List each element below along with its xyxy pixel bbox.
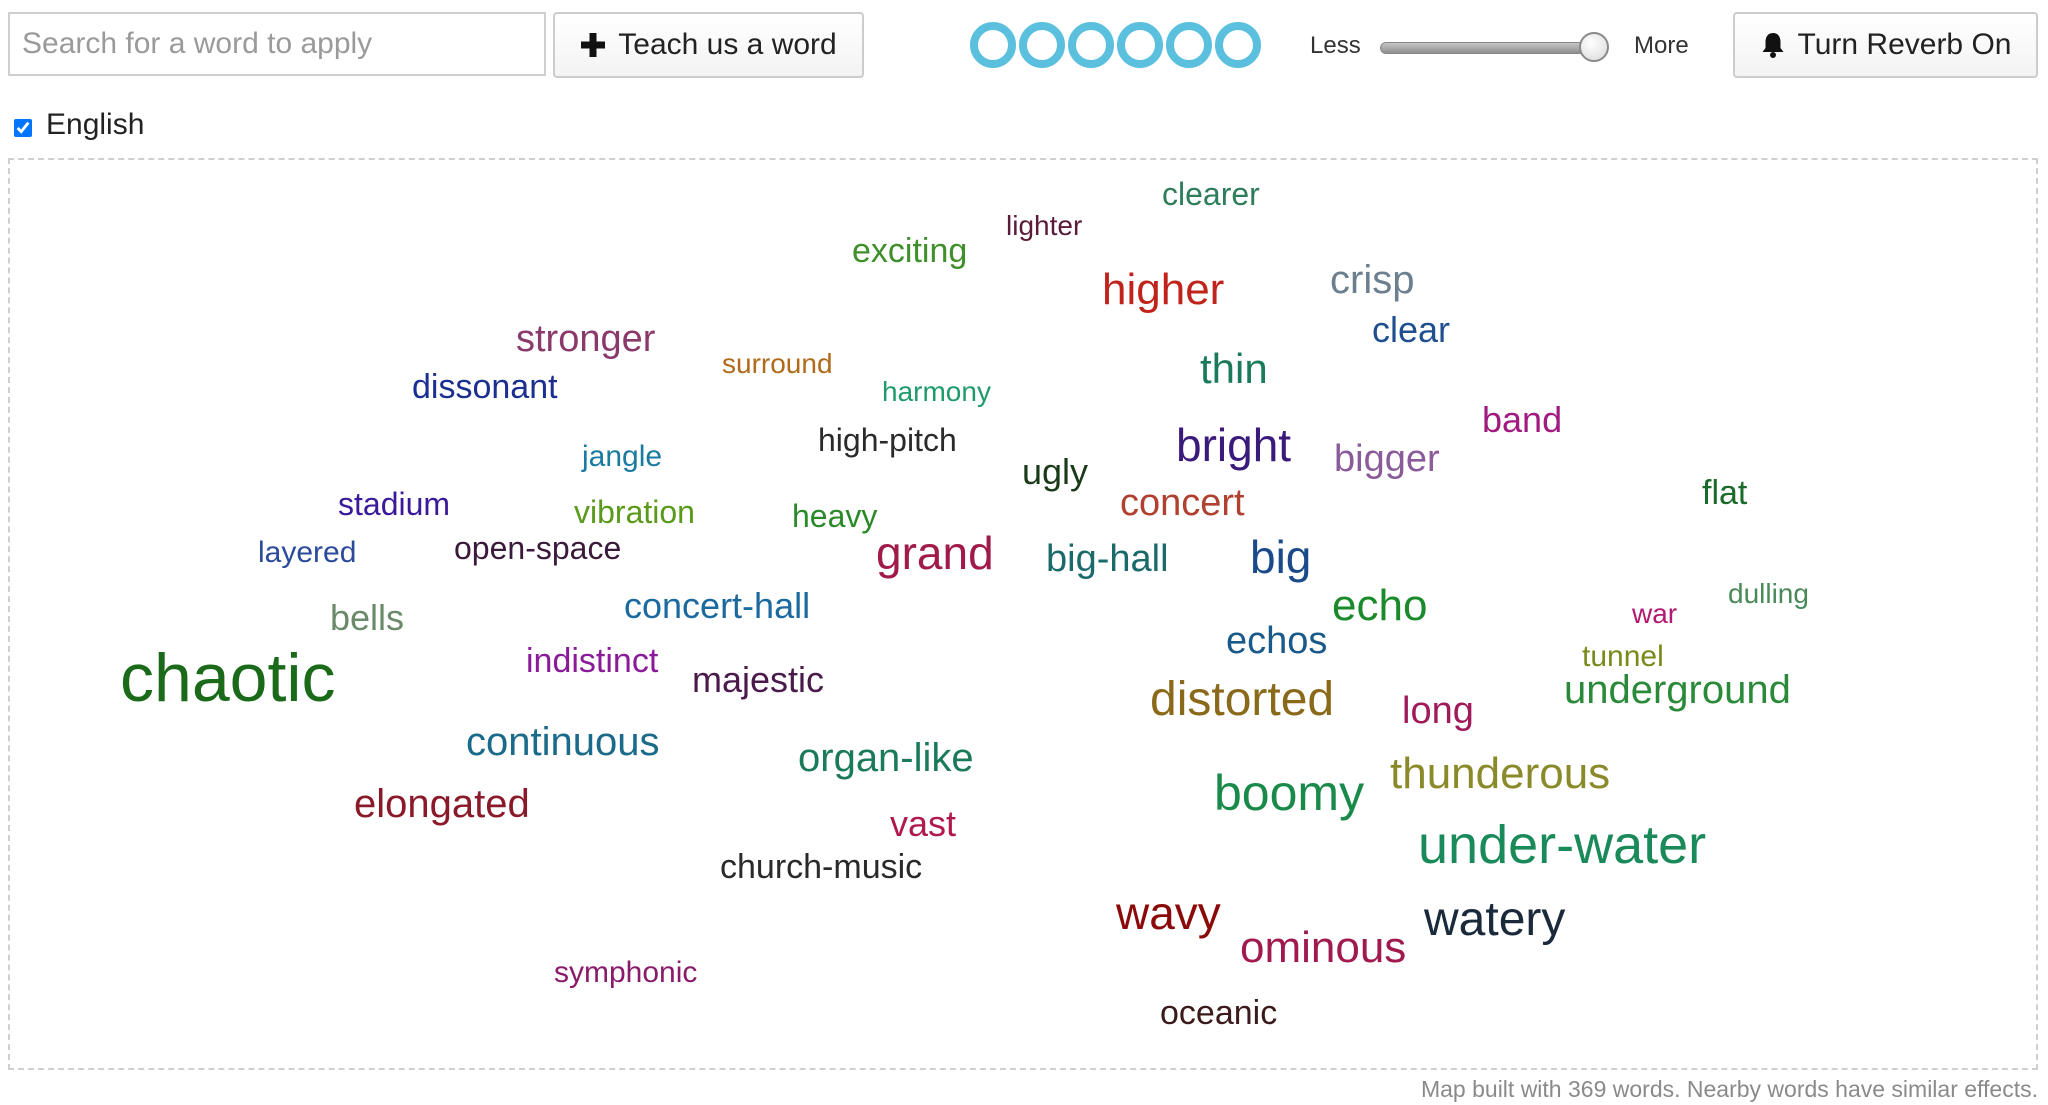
- map-word[interactable]: distorted: [1150, 673, 1335, 726]
- map-word[interactable]: high-pitch: [818, 422, 957, 458]
- language-filter[interactable]: English: [14, 108, 144, 142]
- map-word[interactable]: bells: [330, 597, 405, 638]
- search-input[interactable]: [8, 12, 546, 76]
- loading-rings: [970, 22, 1261, 68]
- map-word[interactable]: war: [1632, 598, 1678, 629]
- map-word[interactable]: chaotic: [120, 640, 336, 716]
- map-word[interactable]: oceanic: [1160, 994, 1278, 1032]
- map-word[interactable]: clearer: [1162, 176, 1260, 212]
- map-word[interactable]: exciting: [852, 232, 968, 270]
- map-word[interactable]: dulling: [1728, 578, 1809, 609]
- map-word[interactable]: crisp: [1330, 258, 1415, 302]
- map-word[interactable]: echo: [1332, 581, 1428, 630]
- map-word[interactable]: layered: [258, 536, 357, 569]
- map-word[interactable]: big-hall: [1046, 538, 1169, 580]
- map-word[interactable]: dissonant: [412, 368, 558, 406]
- map-word[interactable]: watery: [1424, 893, 1566, 946]
- map-word[interactable]: vibration: [574, 494, 695, 530]
- map-word[interactable]: wavy: [1116, 887, 1221, 939]
- map-footnote: Map built with 369 words. Nearby words h…: [1420, 1076, 2038, 1102]
- word-map: clearer lighter exciting higher crisp cl…: [8, 158, 2038, 1070]
- reverb-toggle-button[interactable]: Turn Reverb On: [1733, 12, 2038, 78]
- map-word[interactable]: stronger: [516, 318, 656, 360]
- teach-word-button[interactable]: Teach us a word: [553, 12, 864, 78]
- map-word[interactable]: lighter: [1006, 210, 1083, 241]
- map-word[interactable]: flat: [1702, 474, 1748, 512]
- loading-ring: [1215, 22, 1261, 68]
- english-checkbox[interactable]: [14, 119, 32, 137]
- map-word[interactable]: thunderous: [1390, 749, 1611, 798]
- map-word[interactable]: thin: [1200, 345, 1268, 392]
- map-word[interactable]: stadium: [338, 486, 451, 522]
- map-word[interactable]: grand: [876, 527, 994, 579]
- map-word[interactable]: big: [1250, 531, 1312, 583]
- loading-ring: [1166, 22, 1212, 68]
- map-word[interactable]: symphonic: [554, 956, 698, 989]
- map-word[interactable]: band: [1482, 399, 1563, 440]
- map-word[interactable]: indistinct: [526, 642, 659, 680]
- map-word[interactable]: elongated: [354, 782, 530, 826]
- map-word[interactable]: echos: [1226, 620, 1328, 662]
- map-word[interactable]: bigger: [1334, 438, 1440, 480]
- map-word[interactable]: clear: [1372, 309, 1451, 350]
- map-word[interactable]: concert: [1120, 482, 1245, 524]
- map-word[interactable]: harmony: [882, 376, 991, 407]
- map-word[interactable]: concert-hall: [624, 585, 811, 626]
- slider-track[interactable]: [1380, 42, 1604, 54]
- map-word[interactable]: boomy: [1214, 765, 1365, 821]
- loading-ring: [1019, 22, 1065, 68]
- map-word[interactable]: long: [1402, 690, 1474, 732]
- map-word[interactable]: continuous: [466, 720, 660, 764]
- map-word[interactable]: majestic: [692, 659, 825, 700]
- map-word[interactable]: organ-like: [798, 736, 974, 780]
- reverb-toggle-label: Turn Reverb On: [1797, 28, 2012, 61]
- map-word[interactable]: higher: [1102, 265, 1225, 314]
- map-word[interactable]: ominous: [1240, 923, 1407, 972]
- loading-ring: [1068, 22, 1114, 68]
- map-word[interactable]: open-space: [454, 530, 622, 566]
- loading-ring: [970, 22, 1016, 68]
- map-word[interactable]: tunnel: [1582, 640, 1664, 673]
- more-label: More: [1634, 32, 1689, 59]
- loading-ring: [1117, 22, 1163, 68]
- map-word[interactable]: bright: [1176, 419, 1292, 471]
- language-label: English: [46, 108, 145, 141]
- teach-word-label: Teach us a word: [618, 28, 837, 61]
- map-word[interactable]: church-music: [720, 848, 923, 886]
- intensity-slider[interactable]: [1380, 30, 1614, 64]
- plus-icon: [580, 32, 606, 58]
- map-word[interactable]: jangle: [582, 440, 663, 473]
- slider-thumb[interactable]: [1578, 32, 1609, 62]
- map-word[interactable]: heavy: [792, 498, 878, 534]
- map-word[interactable]: surround: [722, 348, 833, 379]
- bell-icon: [1760, 31, 1786, 59]
- map-word[interactable]: vast: [890, 803, 957, 844]
- map-word[interactable]: underground: [1564, 668, 1791, 712]
- map-word[interactable]: under-water: [1418, 815, 1707, 875]
- map-word[interactable]: ugly: [1022, 451, 1089, 492]
- less-label: Less: [1310, 32, 1361, 59]
